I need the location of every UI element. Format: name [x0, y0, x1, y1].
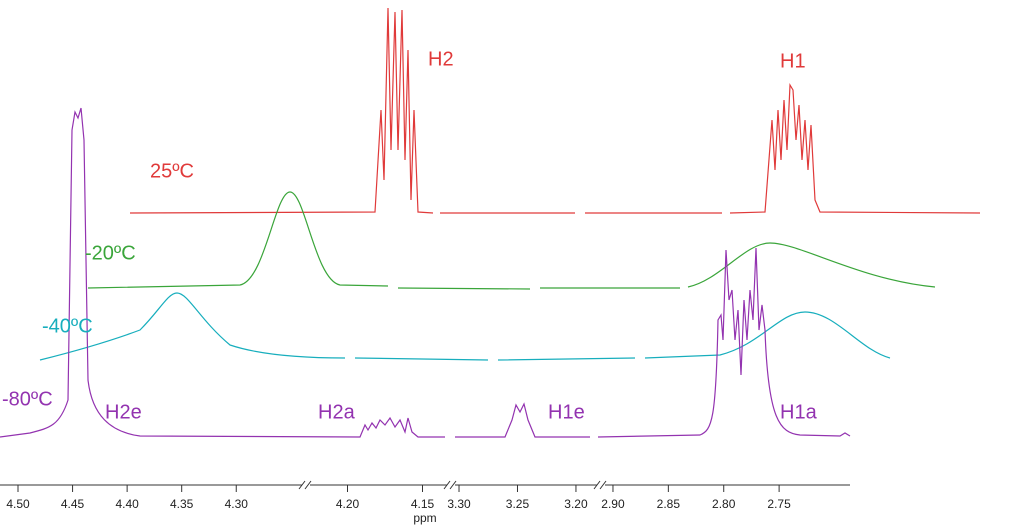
spectrum-trace [129, 7, 981, 214]
x-tick-label: 2.75 [767, 497, 791, 511]
x-tick-label: 4.30 [225, 497, 249, 511]
peak-label: H2e [105, 401, 142, 423]
spectrum-trace [39, 292, 891, 361]
x-tick-label: 4.20 [336, 497, 360, 511]
trace-label: -40ºC [42, 315, 93, 337]
peak-label: H1e [548, 401, 585, 423]
trace-label: -80ºC [2, 388, 53, 410]
x-tick-label: 4.45 [61, 497, 85, 511]
x-axis [0, 480, 850, 490]
x-tick-label: 3.30 [447, 497, 471, 511]
x-tick-label: 4.15 [411, 497, 435, 511]
peak-label: H1 [780, 50, 806, 72]
x-tick-label: 4.50 [6, 497, 30, 511]
x-tick-label: 3.25 [506, 497, 530, 511]
x-tick-label: 2.85 [657, 497, 681, 511]
x-tick-label: 4.40 [115, 497, 139, 511]
peak-label: H2a [318, 401, 356, 423]
x-tick-label: 4.35 [170, 497, 194, 511]
x-tick-label: 2.80 [712, 497, 736, 511]
spectrum-trace [0, 107, 851, 438]
x-axis-label: ppm [413, 511, 436, 525]
spectrum-trace [87, 191, 936, 290]
x-tick-label: 3.20 [564, 497, 588, 511]
peak-label: H1a [780, 401, 818, 423]
trace-label: -20ºC [85, 242, 136, 264]
trace-label: 25ºC [150, 160, 194, 182]
peak-label: H2 [428, 48, 454, 70]
x-tick-label: 2.90 [601, 497, 625, 511]
